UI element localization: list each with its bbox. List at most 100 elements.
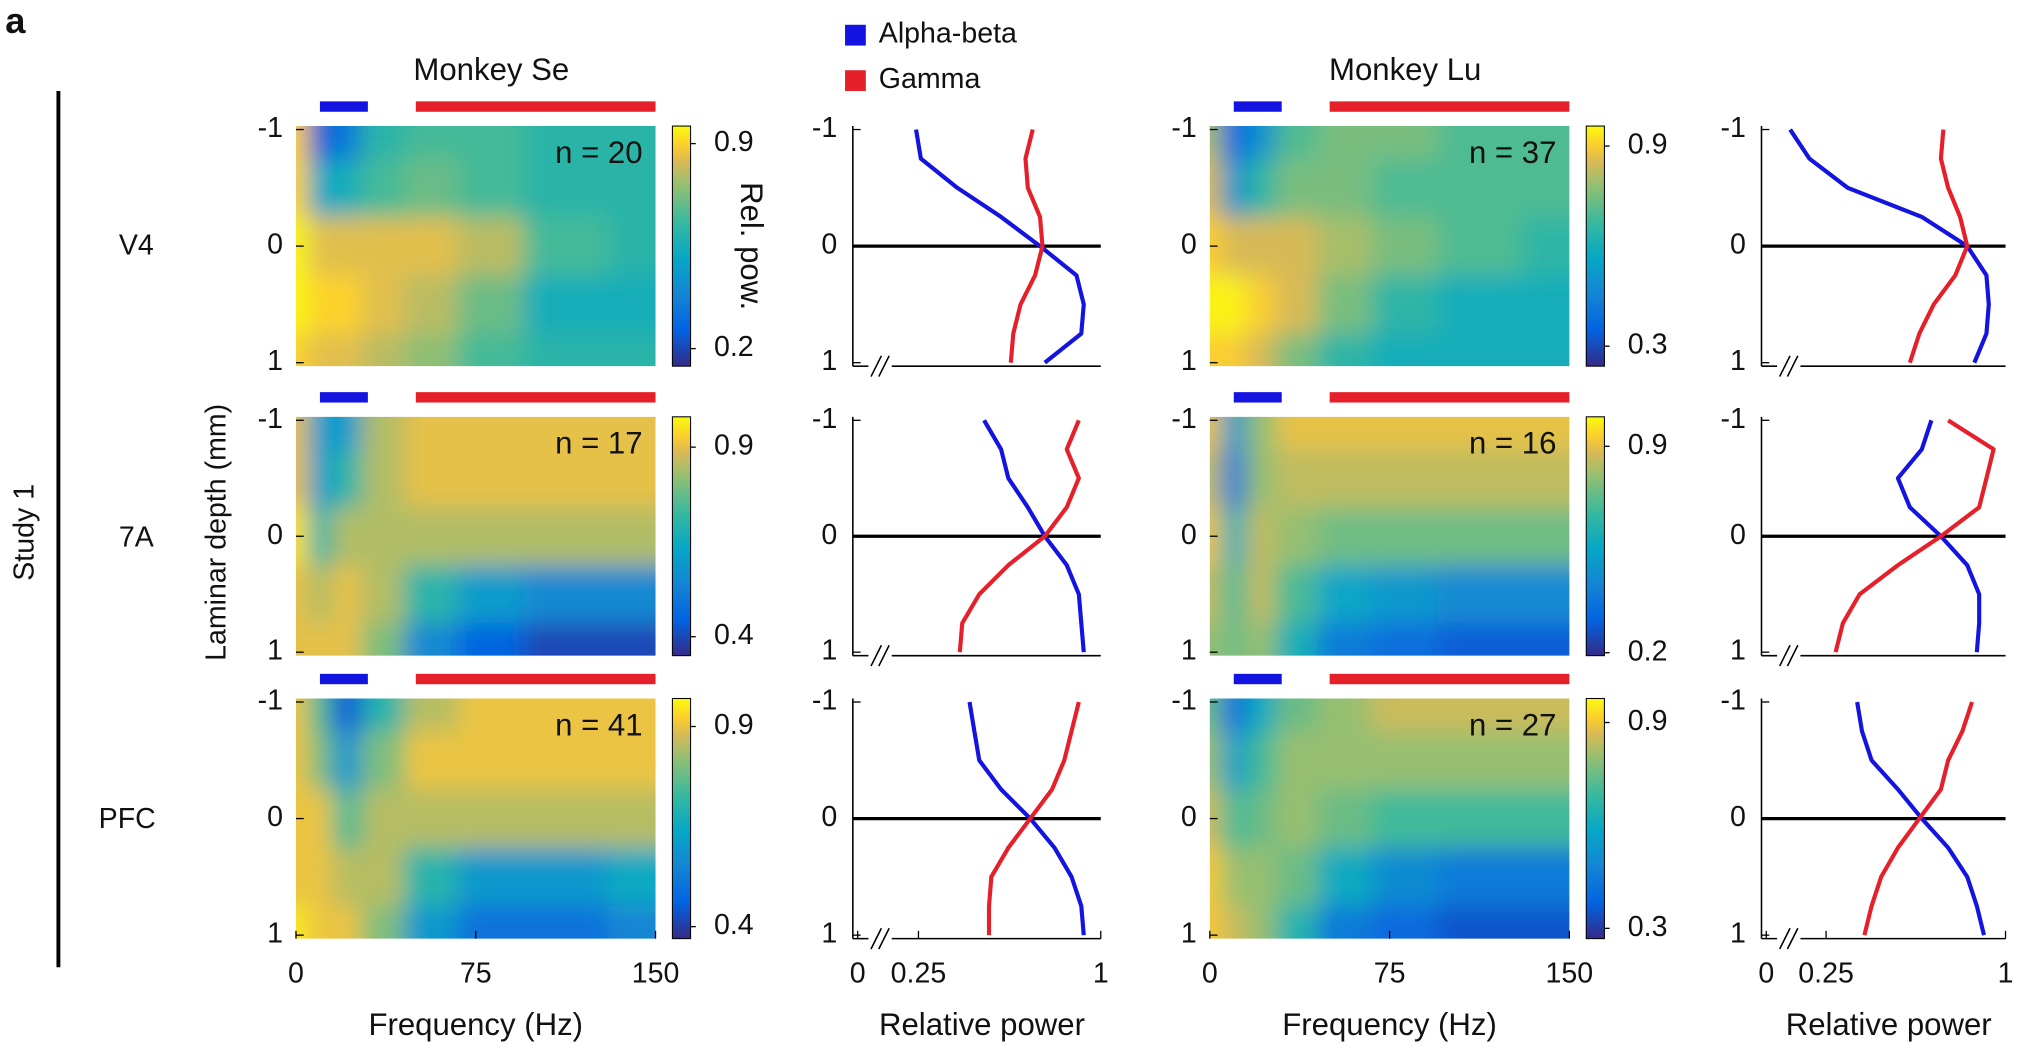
legend-swatch	[845, 24, 866, 46]
heatmap-cell	[607, 275, 656, 335]
heatmap-cell	[307, 905, 333, 939]
heatmap-cell	[1275, 847, 1319, 907]
heatmap-cell	[1221, 698, 1247, 732]
heatmap-cell	[331, 565, 363, 624]
heatmap-cell	[1521, 698, 1570, 732]
colorbar-tick-label: 0.9	[714, 126, 754, 158]
y-tick-label: 1	[267, 918, 283, 950]
y-tick-label: 1	[267, 635, 283, 667]
y-tick-label: -1	[1721, 112, 1746, 144]
heatmap-cell	[1275, 216, 1319, 276]
heatmap-cell	[1437, 847, 1523, 907]
heatmap-cell	[361, 449, 405, 508]
heatmap-cell	[457, 416, 525, 450]
heatmap-cell	[403, 789, 459, 849]
axis-break	[1778, 644, 1799, 667]
heatmap-cell	[1221, 416, 1247, 450]
heatmap-cell	[403, 507, 459, 566]
heatmap-cell	[1275, 731, 1319, 791]
y-tick-label: 1	[1730, 918, 1746, 950]
heatmap-cell	[1521, 565, 1570, 624]
heatmap-cell	[1245, 623, 1277, 656]
heatmap-cell	[457, 565, 525, 624]
sample-size: n = 37	[1469, 135, 1556, 170]
y-tick-label: -1	[1171, 112, 1196, 144]
x-tick-label: 150	[632, 958, 680, 990]
band-bar	[415, 673, 656, 685]
heatmap-cell	[1521, 126, 1570, 160]
axis-break	[870, 644, 890, 667]
heatmap-cell	[1521, 789, 1570, 849]
heatmap-cell	[331, 216, 363, 276]
heatmap-cell	[295, 449, 309, 508]
column-title: Monkey Lu	[1329, 52, 1481, 87]
heatmap-cell	[1317, 731, 1373, 791]
legend-label: Gamma	[879, 63, 981, 95]
heatmap-cell	[1221, 126, 1247, 160]
heatmap-cell	[361, 275, 405, 335]
heatmap-cell	[361, 507, 405, 566]
heatmap-cell	[523, 507, 609, 566]
x-tick-label: 1	[1093, 958, 1109, 990]
heatmap-cell	[1371, 698, 1439, 732]
heatmap-cell	[403, 698, 459, 732]
heatmap-cell	[1317, 126, 1373, 160]
heatmap-cell	[307, 623, 333, 656]
heatmap-cell	[403, 126, 459, 160]
heatmap-cell	[1209, 698, 1223, 732]
profile-line	[1862, 701, 1975, 936]
heatmap-cell	[1221, 905, 1247, 939]
heatmap-cell	[295, 698, 309, 732]
heatmap	[295, 416, 656, 656]
y-tick-label: 0	[1730, 519, 1746, 551]
legend-swatch	[845, 70, 866, 91]
heatmap-cell	[307, 158, 333, 218]
heatmap-cell	[607, 623, 656, 656]
heatmap-cell	[1275, 698, 1319, 732]
y-tick-label: 0	[821, 229, 837, 261]
colorbar-tick-label: 0.9	[714, 709, 754, 741]
sample-size: n = 27	[1469, 707, 1556, 742]
heatmap-cell	[1437, 333, 1523, 367]
heatmap-cell	[523, 731, 609, 791]
heatmap-cell	[295, 416, 309, 450]
y-tick-label: 1	[1730, 635, 1746, 667]
heatmap-cell	[1317, 623, 1373, 656]
heatmap-cell	[1245, 905, 1277, 939]
heatmap-cell	[1209, 847, 1223, 907]
y-tick-label: 1	[1730, 345, 1746, 377]
heatmap-cell	[1275, 789, 1319, 849]
heatmap-cell	[1275, 623, 1319, 656]
band-bar	[319, 673, 368, 685]
heatmap	[1209, 416, 1570, 656]
colorbar-tick-label: 0.3	[1628, 911, 1668, 943]
heatmap-cell	[331, 333, 363, 367]
heatmap-cell	[295, 126, 309, 160]
y-tick-label: 0	[1730, 229, 1746, 261]
axis-break	[870, 355, 890, 377]
heatmap-cell	[607, 847, 656, 907]
x-tick-label: 0	[288, 958, 304, 990]
heatmap-cell	[331, 158, 363, 218]
heatmap-cell	[607, 731, 656, 791]
axis-break	[870, 927, 890, 950]
heatmap-cell	[1209, 333, 1223, 367]
heatmap-cell	[607, 158, 656, 218]
y-tick-label: 0	[1181, 519, 1197, 551]
heatmap-cell	[1209, 565, 1223, 624]
heatmap-cell	[361, 623, 405, 656]
sample-size: n = 17	[555, 426, 642, 461]
y-tick-label: 0	[821, 519, 837, 551]
colorbar-label: Rel. pow.	[734, 182, 769, 310]
heatmap-cell	[307, 698, 333, 732]
heatmap-cell	[1371, 275, 1439, 335]
heatmap-cell	[1371, 731, 1439, 791]
x-tick-label: 0.25	[891, 958, 947, 990]
heatmap-cell	[307, 565, 333, 624]
heatmap-cell	[1275, 126, 1319, 160]
heatmap-cell	[607, 216, 656, 276]
y-tick-label: 1	[267, 345, 283, 377]
heatmap-cell	[523, 333, 609, 367]
y-tick-label: 1	[1181, 918, 1197, 950]
